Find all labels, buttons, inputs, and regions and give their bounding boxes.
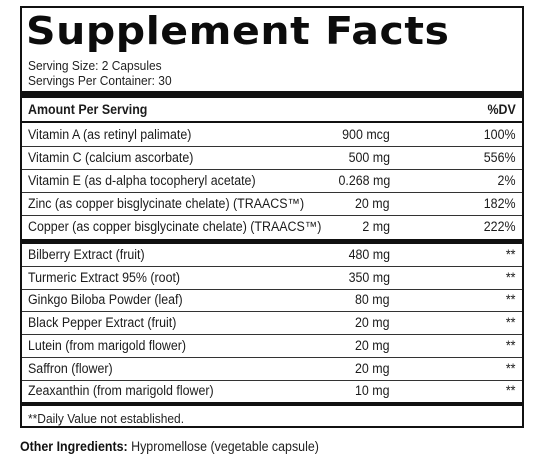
other-ingredients-label: Other Ingredients: xyxy=(20,439,128,454)
amount-per-serving-label: Amount Per Serving xyxy=(28,102,148,117)
nutrient-amount: 350 mg xyxy=(348,269,390,285)
nutrient-amount: 500 mg xyxy=(348,150,390,165)
nutrient-amount: 900 mcg xyxy=(342,127,390,142)
row-divider xyxy=(22,215,522,216)
thick-divider-middle xyxy=(22,239,522,244)
nutrient-name: Saffron (flower) xyxy=(28,360,113,376)
footnote: **Daily Value not established. xyxy=(28,411,185,426)
nutrient-row: Zeaxanthin (from marigold flower) 10 mg ** xyxy=(28,380,516,402)
row-divider xyxy=(22,146,522,147)
nutrient-row: Ginkgo Biloba Powder (leaf) 80 mg ** xyxy=(28,289,516,311)
nutrient-amount: 80 mg xyxy=(355,292,390,308)
other-ingredients: Other Ingredients: Hypromellose (vegetab… xyxy=(20,439,319,454)
nutrient-dv: ** xyxy=(506,269,516,285)
row-divider xyxy=(22,334,522,336)
nutrient-name: Vitamin A (as retinyl palimate) xyxy=(28,127,192,142)
nutrient-row: Turmeric Extract 95% (root) 350 mg ** xyxy=(28,267,516,289)
nutrient-amount: 10 mg xyxy=(355,383,390,399)
nutrient-dv: 2% xyxy=(498,173,516,188)
nutrient-amount: 480 mg xyxy=(348,247,390,262)
row-divider xyxy=(22,356,522,358)
nutrient-dv: 182% xyxy=(484,196,516,211)
nutrient-name: Black Pepper Extract (fruit) xyxy=(28,315,177,331)
nutrient-dv: ** xyxy=(506,292,516,308)
nutrient-amount: 0.268 mg xyxy=(338,173,390,188)
row-divider xyxy=(22,288,522,290)
other-ingredients-value: Hypromellose (vegetable capsule) xyxy=(127,439,319,454)
nutrient-amount: 20 mg xyxy=(355,337,390,353)
nutrient-name: Vitamin C (calcium ascorbate) xyxy=(28,150,194,165)
nutrient-dv: 222% xyxy=(484,219,516,234)
nutrient-dv: ** xyxy=(506,247,516,262)
nutrient-name: Lutein (from marigold flower) xyxy=(28,337,187,353)
nutrient-amount: 20 mg xyxy=(355,360,390,376)
nutrient-row: Vitamin E (as d-alpha tocopheryl acetate… xyxy=(28,170,516,192)
row-divider xyxy=(22,379,522,381)
nutrient-row: Saffron (flower) 20 mg ** xyxy=(28,358,516,380)
nutrient-row: Vitamin C (calcium ascorbate) 500 mg 556% xyxy=(28,147,516,169)
nutrient-name: Turmeric Extract 95% (root) xyxy=(28,269,181,285)
nutrient-dv: 556% xyxy=(484,150,516,165)
nutrient-name: Bilberry Extract (fruit) xyxy=(28,247,145,262)
panel-title: Supplement Facts xyxy=(26,9,450,53)
header-row: Amount Per Serving %DV xyxy=(28,99,516,121)
nutrient-row: Bilberry Extract (fruit) 480 mg ** xyxy=(28,244,516,266)
nutrient-name: Copper (as copper bisglycinate chelate) … xyxy=(28,219,322,234)
nutrient-name: Ginkgo Biloba Powder (leaf) xyxy=(28,292,183,308)
servings-per-container: Servings Per Container: 30 xyxy=(28,73,172,88)
nutrient-dv: 100% xyxy=(484,127,516,142)
nutrient-row: Black Pepper Extract (fruit) 20 mg ** xyxy=(28,312,516,334)
nutrient-row: Zinc (as copper bisglycinate chelate) (T… xyxy=(28,193,516,215)
nutrient-dv: ** xyxy=(506,315,516,331)
nutrient-amount: 20 mg xyxy=(355,315,390,331)
nutrient-dv: ** xyxy=(506,383,516,399)
row-divider xyxy=(22,266,522,267)
supplement-facts-panel: Supplement Facts Serving Size: 2 Capsule… xyxy=(20,6,524,428)
serving-size: Serving Size: 2 Capsules xyxy=(28,58,162,73)
nutrient-amount: 2 mg xyxy=(362,219,390,234)
nutrient-name: Zeaxanthin (from marigold flower) xyxy=(28,383,214,399)
nutrient-dv: ** xyxy=(506,360,516,376)
dv-label: %DV xyxy=(487,102,516,117)
row-divider xyxy=(22,311,522,313)
thick-divider-top xyxy=(22,91,522,98)
nutrient-name: Vitamin E (as d-alpha tocopheryl acetate… xyxy=(28,173,256,188)
row-divider xyxy=(22,192,522,193)
nutrient-row: Lutein (from marigold flower) 20 mg ** xyxy=(28,335,516,357)
nutrient-dv: ** xyxy=(506,337,516,353)
nutrient-row: Vitamin A (as retinyl palimate) 900 mcg 10… xyxy=(28,124,516,146)
nutrient-amount: 20 mg xyxy=(355,196,390,211)
nutrient-row: Copper (as copper bisglycinate chelate) … xyxy=(28,216,516,238)
header-divider xyxy=(22,121,522,123)
row-divider xyxy=(22,169,522,170)
nutrient-name: Zinc (as copper bisglycinate chelate) (T… xyxy=(28,196,305,211)
thick-divider-bottom xyxy=(22,402,522,406)
